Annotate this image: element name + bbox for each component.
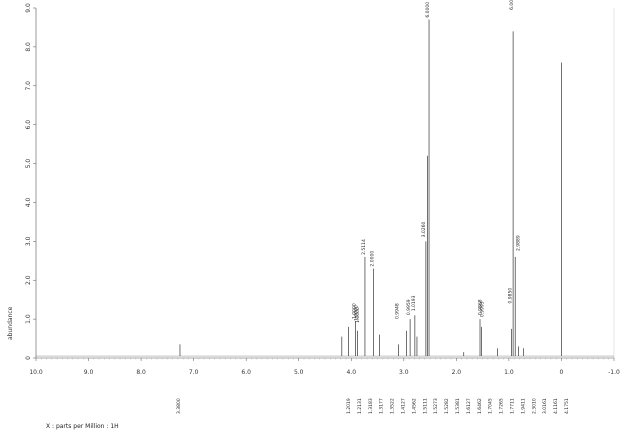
x-tick-label: 6.0 xyxy=(241,369,251,376)
peak-label: 1.0000 xyxy=(354,305,360,321)
integral-label: 1.6462 xyxy=(477,398,483,414)
integral-label: 1.3177 xyxy=(379,398,385,414)
peak-label: 0.9850 xyxy=(508,288,514,304)
peak-label: 1.0193 xyxy=(411,295,417,311)
integral-label: 1.4127 xyxy=(401,398,407,414)
y-tick-label: 1.0 xyxy=(25,314,32,324)
x-tick-label: 3.0 xyxy=(399,369,409,376)
integral-label: 1.5282 xyxy=(444,398,450,414)
peak-label: 0.9959 xyxy=(406,299,412,315)
integral-label: 1.4562 xyxy=(411,398,417,414)
integral-label: 1.3183 xyxy=(368,398,374,414)
integral-label: 1.6127 xyxy=(466,398,472,414)
x-axis-label: X : parts per Million : 1H xyxy=(46,423,119,430)
y-tick-label: 7.0 xyxy=(25,81,32,91)
integral-label: 1.7265 xyxy=(499,398,505,414)
peak-label: 2.0000 xyxy=(369,251,375,267)
integral-labels: 3.3800 1.2019 1.2131 1.3183 1.3177 1.3522 1.41… xyxy=(176,398,570,414)
peak-label: 1.0000 xyxy=(355,307,361,323)
y-tick-label: 8.0 xyxy=(25,42,32,52)
x-tick-label: 8.0 xyxy=(136,369,146,376)
integral-label: 2.3010 xyxy=(531,398,537,414)
integral-label: 4.1751 xyxy=(564,398,570,414)
x-tick-label: 5.0 xyxy=(294,369,304,376)
integral-label: 3.0161 xyxy=(542,398,548,414)
x-tick-label: -1.0 xyxy=(608,369,620,376)
y-tick-label: 9.0 xyxy=(25,3,32,13)
x-tick-label: 9.0 xyxy=(84,369,94,376)
y-tick-label: 5.0 xyxy=(25,159,32,169)
peak-label: 0.9948 xyxy=(395,303,401,319)
peak-label: 6.0000 xyxy=(425,2,431,18)
peak-label: 2.5114 xyxy=(361,239,367,255)
peak-label: 2.9889 xyxy=(515,235,521,251)
y-tick-label: 6.0 xyxy=(25,120,32,130)
y-axis-label: abundance xyxy=(7,306,14,340)
axes: 0 1.0 2.0 3.0 4.0 5.0 6.0 7.0 8.0 9.0 10.0 9.0 8.0 7.… xyxy=(25,3,620,376)
integral-label: 1.7045 xyxy=(488,398,494,414)
integral-label: 1.2019 xyxy=(346,398,352,414)
x-tick-label: 7.0 xyxy=(189,369,199,376)
peak-label: 1.0000 xyxy=(351,303,357,319)
peak-lines xyxy=(179,19,562,357)
integral-label: 1.5381 xyxy=(455,398,461,414)
peak-label: 3.0260 xyxy=(421,222,427,238)
x-tick-label: 4.0 xyxy=(346,369,356,376)
y-tick-label: 0 xyxy=(25,356,32,360)
x-tick-label: 0 xyxy=(560,369,564,376)
x-tick-label: 1.0 xyxy=(504,369,514,376)
integral-label: 1.7711 xyxy=(510,398,516,414)
integral-label: 1.9411 xyxy=(520,398,526,414)
y-tick-label: 3.0 xyxy=(25,236,32,246)
y-tick-label: 2.0 xyxy=(25,275,32,285)
integral-label: 3.3800 xyxy=(176,398,182,414)
y-tick-label: 4.0 xyxy=(25,197,32,207)
integral-label: 1.2131 xyxy=(357,398,363,414)
integral-label: 1.3522 xyxy=(390,398,396,414)
x-tick-label: 10.0 xyxy=(29,369,43,376)
integral-label: 1.5273 xyxy=(433,398,439,414)
x-tick-label: 2.0 xyxy=(452,369,462,376)
peak-label: 6.0000 xyxy=(509,0,515,10)
integral-label: 1.5111 xyxy=(422,398,428,414)
peak-label: 0.9993 xyxy=(480,301,486,317)
integral-label: 4.1161 xyxy=(553,398,559,414)
peak-label: 0.9868 xyxy=(478,299,484,315)
